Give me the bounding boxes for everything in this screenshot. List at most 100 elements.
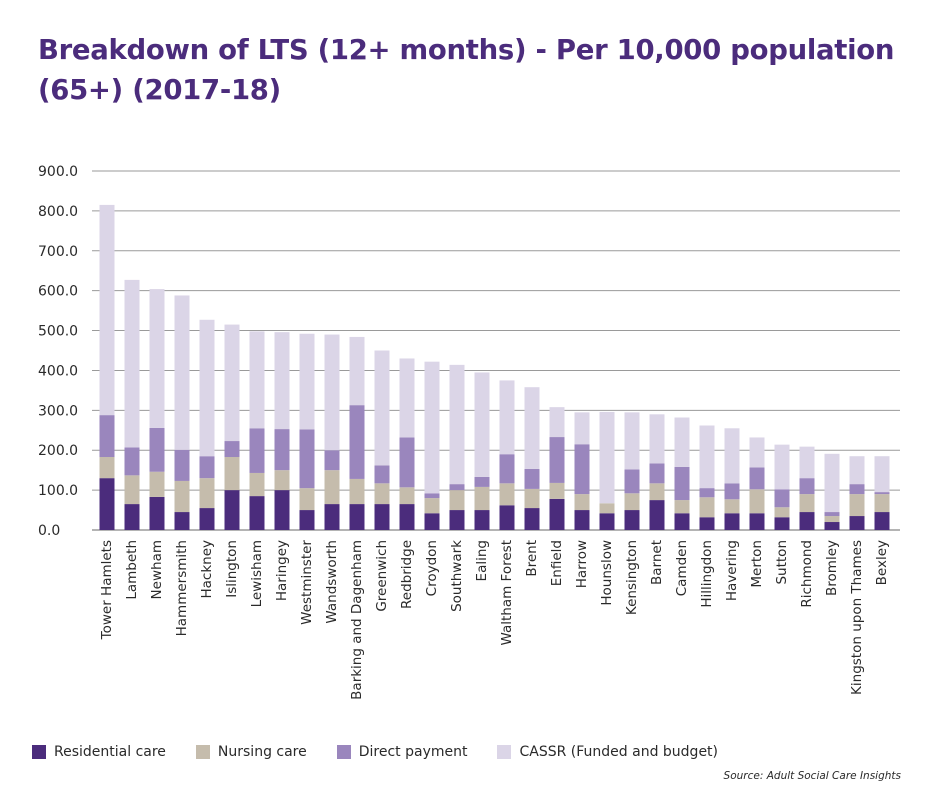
bar-segment-residential-care	[574, 510, 590, 530]
bar-segment-nursing-care	[474, 486, 490, 511]
bar-segment-residential-care	[399, 504, 415, 530]
bar-segment-direct-payment	[549, 437, 565, 483]
x-tick-label: Hammersmith	[174, 540, 190, 636]
x-tick-label: Bromley	[824, 540, 840, 596]
bar-segment-residential-care	[774, 517, 790, 530]
bar-segment-nursing-care	[99, 457, 115, 479]
bar-segment-direct-payment	[149, 427, 165, 472]
x-tick-label: Brent	[524, 540, 540, 577]
legend-label-direct-payment: Direct payment	[358, 744, 468, 760]
y-tick-label: 300.0	[38, 403, 78, 419]
bar-segment-direct-payment	[749, 467, 765, 490]
bar-segment-nursing-care	[849, 494, 865, 517]
bar-segment-cassr-funded-and-budget	[249, 331, 265, 429]
bar-segment-nursing-care	[674, 500, 690, 514]
y-tick-label: 800.0	[38, 204, 78, 220]
bar-segment-direct-payment	[724, 483, 740, 500]
x-tick-label: Redbridge	[399, 540, 415, 609]
bar-segment-cassr-funded-and-budget	[299, 333, 315, 430]
x-tick-label: Bexley	[874, 540, 890, 585]
bar-segment-residential-care	[549, 498, 565, 530]
bar-segment-nursing-care	[424, 498, 440, 514]
bar-segment-residential-care	[99, 478, 115, 530]
x-tick-label: Camden	[674, 540, 690, 596]
y-tick-label: 700.0	[38, 244, 78, 260]
x-tick-label: Islington	[224, 540, 240, 598]
x-tick-label: Sutton	[774, 540, 790, 585]
bar-segment-direct-payment	[199, 456, 215, 479]
y-tick-label: 400.0	[38, 363, 78, 379]
bar-segment-nursing-care	[374, 483, 390, 505]
bar-segment-nursing-care	[324, 470, 340, 505]
bar-segment-nursing-care	[874, 494, 890, 513]
bar-segment-residential-care	[124, 504, 140, 530]
bar-segment-nursing-care	[699, 497, 715, 518]
bar-segment-nursing-care	[524, 488, 540, 509]
legend-item-direct-payment: Direct payment	[336, 744, 468, 760]
bar-segment-residential-care	[649, 500, 665, 530]
bar-segment-nursing-care	[174, 480, 190, 513]
bar-segment-cassr-funded-and-budget	[699, 425, 715, 489]
y-tick-label: 900.0	[38, 164, 78, 180]
stacked-bar-chart: 900.0 800.0 700.0 600.0 500.0 400.0 300.0 200.0…	[38, 164, 900, 700]
bar-segment-residential-care	[749, 513, 765, 530]
x-tick-label: Haringey	[274, 540, 290, 601]
legend-label-cassr: CASSR (Funded and budget)	[519, 744, 719, 760]
legend-swatch-cassr	[497, 745, 512, 759]
bar-segment-residential-care	[724, 513, 740, 530]
bar-segment-residential-care	[699, 517, 715, 530]
bar-segment-cassr-funded-and-budget	[649, 414, 665, 464]
bar-segment-cassr-funded-and-budget	[724, 428, 740, 484]
y-tick-label: 0.0	[38, 523, 60, 539]
bar-segment-direct-payment	[449, 484, 465, 491]
bar-segment-nursing-care	[824, 516, 840, 523]
bar-segment-cassr-funded-and-budget	[374, 350, 390, 466]
bar-segment-residential-care	[224, 490, 240, 530]
bar-segment-nursing-care	[549, 482, 565, 499]
x-tick-label: Hackney	[199, 540, 215, 599]
bar-segment-nursing-care	[724, 499, 740, 514]
bar-segment-nursing-care	[349, 478, 365, 505]
bar-segment-nursing-care	[224, 457, 240, 491]
bar-segment-residential-care	[274, 490, 290, 530]
x-tick-label: Greenwich	[374, 540, 390, 612]
bar-segment-direct-payment	[674, 466, 690, 501]
bar-segment-cassr-funded-and-budget	[599, 411, 615, 504]
x-tick-label: Kensington	[624, 540, 640, 615]
bar-segment-direct-payment	[849, 484, 865, 495]
x-tick-label: Merton	[749, 540, 765, 588]
bar-segment-direct-payment	[324, 450, 340, 471]
bar-segment-cassr-funded-and-budget	[274, 332, 290, 430]
bar-segment-cassr-funded-and-budget	[174, 295, 190, 450]
bar-segment-nursing-care	[249, 472, 265, 497]
bar-segment-nursing-care	[499, 483, 515, 506]
bar-segment-direct-payment	[399, 437, 415, 488]
bar-segment-residential-care	[524, 508, 540, 530]
bar-segment-cassr-funded-and-budget	[124, 279, 140, 448]
x-tick-label: Hounslow	[599, 540, 615, 606]
bar-segment-residential-care	[849, 516, 865, 530]
bar-segment-direct-payment	[274, 429, 290, 471]
bar-segment-residential-care	[824, 522, 840, 530]
x-tick-label: Kingston upon Thames	[849, 540, 865, 695]
bar-segment-direct-payment	[874, 492, 890, 495]
bar-segment-residential-care	[674, 513, 690, 530]
bar-segment-nursing-care	[299, 488, 315, 511]
bar-segment-residential-care	[874, 512, 890, 530]
bar-segment-direct-payment	[99, 415, 115, 458]
bar-segment-residential-care	[199, 508, 215, 530]
bar-segment-nursing-care	[399, 487, 415, 505]
bar-segment-nursing-care	[649, 483, 665, 501]
bar-segment-cassr-funded-and-budget	[624, 412, 640, 470]
bar-segment-direct-payment	[249, 428, 265, 473]
bar-segment-direct-payment	[774, 489, 790, 508]
legend: Residential care Nursing care Direct pay…	[32, 744, 748, 760]
bar-segment-nursing-care	[624, 493, 640, 511]
bar-segment-nursing-care	[574, 494, 590, 511]
x-tick-label: Lewisham	[249, 540, 265, 607]
bar-segment-residential-care	[349, 504, 365, 530]
bar-segment-cassr-funded-and-budget	[449, 364, 465, 485]
bar-segment-direct-payment	[124, 447, 140, 476]
legend-swatch-nursing	[195, 745, 210, 759]
bar-segment-residential-care	[424, 513, 440, 530]
